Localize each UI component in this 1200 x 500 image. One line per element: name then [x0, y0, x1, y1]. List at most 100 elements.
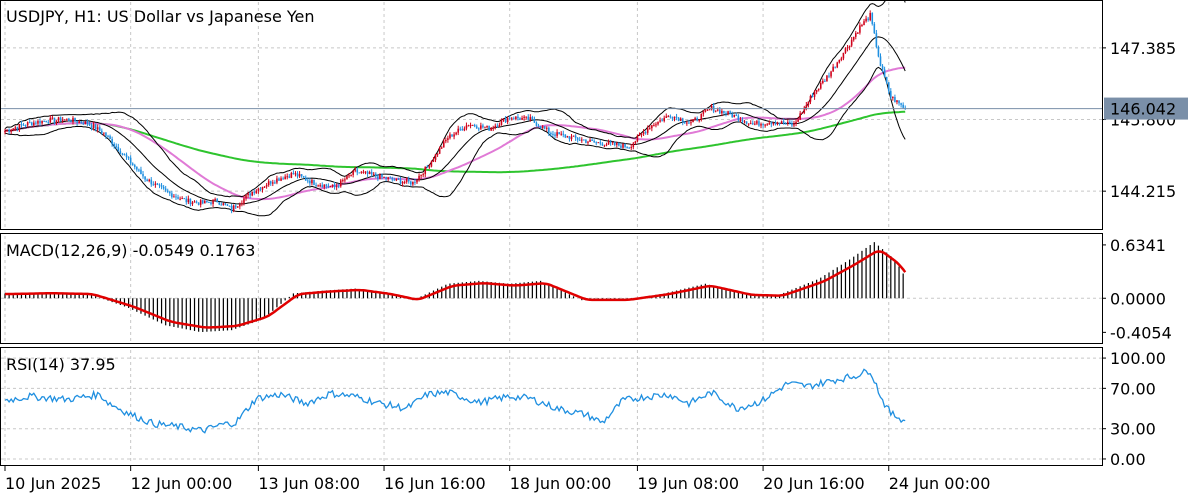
candle-body	[255, 190, 258, 194]
price-axis-label: 144.215	[1110, 182, 1176, 201]
candle-body	[302, 176, 305, 178]
candle-body	[82, 122, 85, 125]
candle-body	[181, 198, 183, 200]
candle-body	[86, 121, 89, 124]
candle-body	[381, 174, 383, 178]
candle-body	[490, 127, 492, 131]
candle-body	[653, 125, 655, 127]
price-axis-label: 147.385	[1110, 39, 1176, 58]
candle-body	[226, 204, 229, 206]
candle-body	[867, 18, 869, 21]
rsi-panel-title: RSI(14) 37.95	[6, 355, 116, 374]
candle-body	[815, 90, 818, 93]
candle-body	[179, 198, 181, 200]
candle-body	[840, 58, 843, 60]
candle-body	[733, 114, 736, 117]
candle-body	[574, 135, 577, 138]
candle-body	[813, 92, 816, 97]
candle-body	[407, 179, 410, 182]
candle-body	[881, 65, 884, 70]
candle-body	[331, 184, 334, 187]
candle-body	[850, 39, 853, 46]
candle-body	[613, 142, 616, 145]
candle-body	[589, 139, 591, 142]
candle-body	[457, 128, 459, 133]
time-axis-label: 12 Jun 00:00	[131, 474, 233, 493]
candle-body	[772, 122, 775, 125]
candle-body	[826, 75, 828, 82]
candle-body	[535, 122, 538, 126]
candle-body	[745, 121, 748, 124]
candle-body	[828, 75, 830, 77]
candle-body	[224, 203, 227, 205]
candle-body	[103, 132, 105, 134]
candle-body	[564, 134, 567, 138]
candle-body	[626, 146, 628, 148]
candle-body	[531, 117, 534, 120]
candle-body	[624, 143, 626, 147]
candle-body	[861, 24, 863, 26]
candle-body	[208, 202, 210, 204]
candle-body	[887, 82, 890, 92]
candle-body	[356, 169, 359, 173]
candle-body	[869, 13, 871, 21]
candle-body	[232, 205, 235, 211]
candle-body	[611, 142, 614, 144]
candle-body	[735, 114, 738, 116]
candle-body	[879, 56, 882, 66]
candle-body	[156, 183, 159, 185]
candle-body	[247, 193, 249, 196]
candle-body	[18, 124, 21, 130]
candle-body	[838, 59, 841, 63]
candle-body	[801, 112, 804, 114]
candle-body	[115, 145, 118, 147]
candle-body	[148, 179, 150, 182]
candle-body	[117, 146, 120, 152]
candle-body	[854, 33, 857, 37]
candle-body	[498, 124, 501, 127]
candle-body	[261, 186, 264, 190]
candle-body	[88, 123, 91, 126]
candle-body	[803, 107, 806, 113]
candle-body	[492, 127, 495, 129]
candle-body	[496, 125, 499, 127]
candle-body	[455, 132, 457, 135]
candle-body	[76, 121, 78, 123]
candle-body	[259, 188, 262, 190]
ma-green-line	[4, 110, 906, 174]
candle-body	[210, 202, 212, 204]
candle-body	[61, 120, 64, 122]
candle-body	[257, 188, 260, 191]
candle-body	[339, 180, 342, 187]
candle-body	[195, 201, 198, 203]
candle-body	[548, 127, 550, 133]
candle-body	[51, 117, 54, 119]
candle-body	[671, 117, 674, 119]
candle-body	[737, 115, 740, 121]
candle-body	[154, 183, 157, 185]
candle-body	[399, 179, 402, 184]
candle-body	[319, 185, 321, 187]
candle-body	[480, 125, 482, 129]
candle-body	[436, 153, 439, 155]
candle-body	[696, 118, 698, 121]
candle-body	[747, 123, 750, 125]
time-axis-label: 13 Jun 08:00	[258, 474, 360, 493]
candle-body	[4, 130, 6, 133]
candle-body	[552, 133, 554, 135]
candle-body	[537, 125, 540, 127]
candle-body	[515, 116, 517, 120]
candle-body	[66, 118, 68, 120]
candle-body	[539, 126, 542, 129]
candle-body	[304, 177, 307, 181]
candle-body	[204, 200, 206, 204]
candle-body	[578, 139, 581, 141]
candle-body	[53, 117, 56, 123]
candle-body	[298, 174, 301, 177]
candle-body	[45, 120, 47, 123]
candle-body	[286, 176, 289, 178]
candle-body	[290, 173, 293, 178]
candle-body	[793, 123, 795, 126]
candle-body	[251, 191, 253, 196]
candle-body	[43, 120, 45, 122]
